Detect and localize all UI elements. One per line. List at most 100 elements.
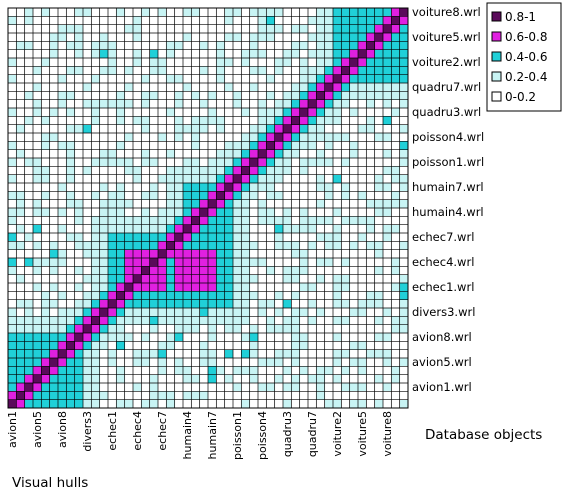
heatmap-cell <box>266 41 275 50</box>
heatmap-cell <box>224 141 234 150</box>
heatmap-cell <box>249 166 259 175</box>
heatmap-cell <box>183 216 192 225</box>
heatmap-cell <box>316 366 325 375</box>
heatmap-cell <box>133 316 142 325</box>
heatmap-cell <box>91 91 100 100</box>
heatmap-cell <box>74 224 84 234</box>
heatmap-cell <box>16 108 25 117</box>
heatmap-cell <box>299 49 309 59</box>
heatmap-cell <box>83 258 92 267</box>
heatmap-cell <box>358 183 367 192</box>
heatmap-cell <box>391 158 400 167</box>
heatmap-cell <box>249 58 259 67</box>
heatmap-cell <box>133 349 142 359</box>
heatmap-cell <box>91 333 100 342</box>
heatmap-cell <box>74 66 84 75</box>
heatmap-cell <box>33 366 42 375</box>
heatmap-cell <box>249 83 259 92</box>
heatmap-cell <box>374 33 384 42</box>
heatmap-cell <box>366 83 375 92</box>
heatmap-cell <box>316 358 325 367</box>
heatmap-cell <box>149 241 159 250</box>
heatmap-cell <box>191 199 200 209</box>
heatmap-cell <box>91 58 100 67</box>
heatmap-cell <box>191 358 200 367</box>
heatmap-cell <box>341 224 350 234</box>
heatmap-cell <box>141 174 150 184</box>
heatmap-cell <box>8 191 17 200</box>
heatmap-cell <box>116 24 125 34</box>
heatmap-cell <box>158 116 167 125</box>
heatmap-cell <box>158 399 167 409</box>
heatmap-cell <box>383 249 392 259</box>
heatmap-cell <box>374 166 384 175</box>
heatmap-cell <box>333 208 342 217</box>
heatmap-cell <box>108 158 117 167</box>
heatmap-cell <box>16 349 25 359</box>
heatmap-cell <box>349 149 359 159</box>
heatmap-cell <box>316 341 325 350</box>
heatmap-cell <box>258 208 267 217</box>
heatmap-cell <box>399 233 409 242</box>
heatmap-cell <box>333 283 342 292</box>
heatmap-cell <box>33 91 42 100</box>
heatmap-cell <box>341 41 350 50</box>
heatmap-cell <box>199 91 209 100</box>
heatmap-cell <box>333 249 342 259</box>
heatmap-cell <box>224 49 234 59</box>
heatmap-cell <box>349 66 359 75</box>
heatmap-cell <box>241 58 250 67</box>
heatmap-cell <box>83 16 92 25</box>
heatmap-cell <box>66 166 75 175</box>
heatmap-cell <box>183 241 192 250</box>
heatmap-cell <box>283 291 292 300</box>
heatmap-cell <box>174 258 184 267</box>
heatmap-cell <box>399 183 409 192</box>
heatmap-cell <box>299 24 309 34</box>
heatmap-cell <box>349 233 359 242</box>
heatmap-cell <box>124 33 134 42</box>
heatmap-cell <box>66 399 75 409</box>
heatmap-cell <box>166 116 175 125</box>
heatmap-cell <box>174 249 184 259</box>
heatmap-cell <box>108 274 117 284</box>
heatmap-cell <box>124 216 134 225</box>
heatmap-cell <box>374 333 384 342</box>
heatmap-cell <box>299 233 309 242</box>
heatmap-cell <box>199 249 209 259</box>
heatmap-cell <box>316 283 325 292</box>
heatmap-cell <box>49 183 59 192</box>
heatmap-cell <box>74 199 84 209</box>
heatmap-cell <box>49 166 59 175</box>
heatmap-cell <box>33 308 42 317</box>
heatmap-cell <box>191 191 200 200</box>
heatmap-cell <box>183 16 192 25</box>
heatmap-cell <box>174 283 184 292</box>
heatmap-cell <box>374 141 384 150</box>
heatmap-cell <box>199 174 209 184</box>
heatmap-cell <box>258 66 267 75</box>
heatmap-cell <box>233 233 242 242</box>
heatmap-cell <box>183 99 192 109</box>
heatmap-cell <box>41 274 50 284</box>
heatmap-cell <box>399 24 409 34</box>
heatmap-cell <box>391 83 400 92</box>
heatmap-cell <box>49 283 59 292</box>
heatmap-cell <box>199 74 209 84</box>
heatmap-cell <box>91 233 100 242</box>
heatmap-cell <box>216 249 225 259</box>
heatmap-cell <box>33 99 42 109</box>
heatmap-cell <box>266 274 275 284</box>
heatmap-cell <box>299 249 309 259</box>
heatmap-cell <box>133 358 142 367</box>
heatmap-cell <box>174 149 184 159</box>
heatmap-cell <box>16 24 25 34</box>
heatmap-cell <box>66 174 75 184</box>
heatmap-cell <box>233 291 242 300</box>
heatmap-cell <box>333 158 342 167</box>
heatmap-cell <box>241 341 250 350</box>
heatmap-cell <box>66 258 75 267</box>
heatmap-cell <box>399 149 409 159</box>
heatmap-cell <box>8 333 17 342</box>
heatmap-cell <box>308 383 317 392</box>
